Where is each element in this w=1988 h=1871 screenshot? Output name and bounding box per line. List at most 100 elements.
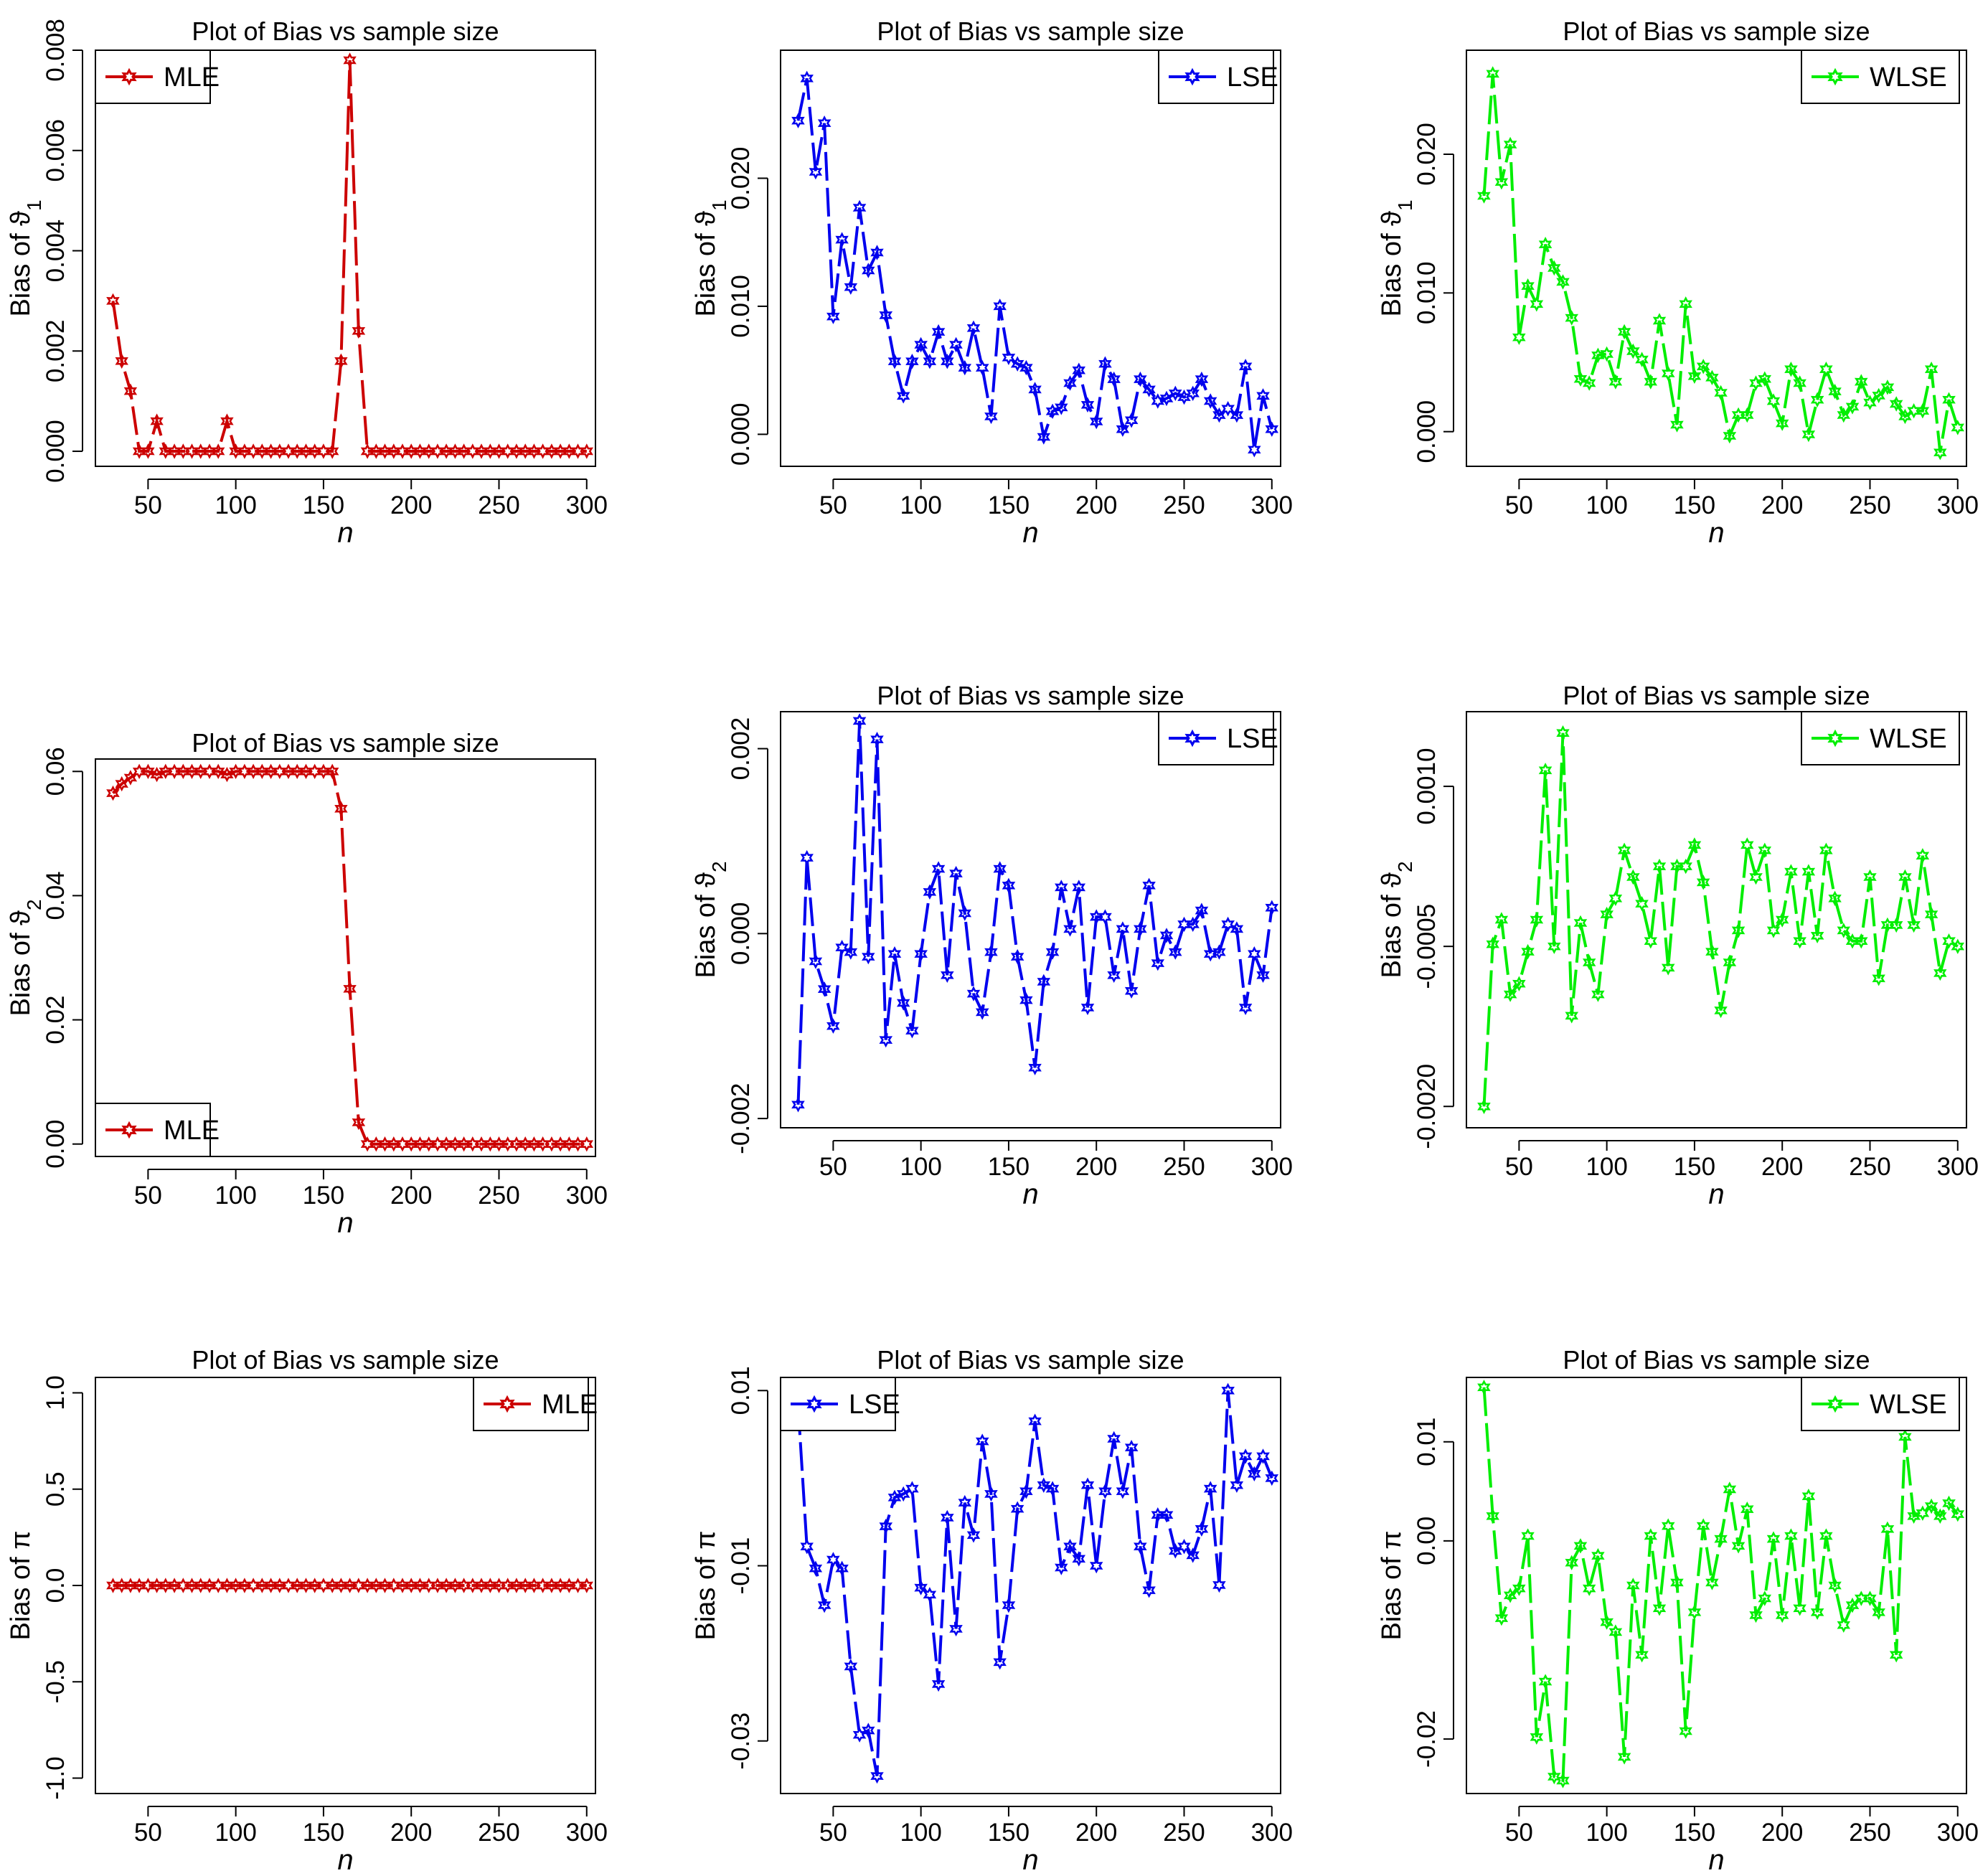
data-point bbox=[1880, 1521, 1895, 1537]
data-point bbox=[1661, 960, 1675, 976]
y-tick-label: -0.0020 bbox=[1413, 1064, 1441, 1149]
data-point bbox=[1221, 1382, 1235, 1398]
data-point bbox=[1626, 1578, 1640, 1593]
data-point bbox=[1019, 992, 1033, 1008]
y-tick-label: -1.0 bbox=[42, 1756, 70, 1799]
data-point bbox=[1775, 912, 1789, 928]
data-point bbox=[536, 1578, 550, 1593]
y-tick-label: 0.0010 bbox=[1413, 748, 1441, 825]
x-tick-label: 300 bbox=[1937, 1819, 1979, 1847]
legend-marker bbox=[499, 1395, 515, 1413]
y-axis-title: Bias of ϑ2 bbox=[1377, 861, 1416, 978]
data-point bbox=[1723, 428, 1737, 444]
y-tick-label: -0.5 bbox=[42, 1660, 70, 1703]
data-point bbox=[1644, 933, 1658, 949]
data-point bbox=[1933, 445, 1947, 461]
plot-frame bbox=[95, 758, 596, 1157]
y-axis-title: Bias of ϑ2 bbox=[6, 899, 45, 1016]
data-point bbox=[1503, 136, 1517, 153]
plot-frame bbox=[1466, 1377, 1967, 1794]
y-axis-title: Bias of ϑ2 bbox=[691, 861, 730, 978]
y-tick-label: 0.010 bbox=[727, 275, 755, 338]
y-tick-label: 0.00 bbox=[1413, 1517, 1441, 1565]
y-tick-label: 0.000 bbox=[727, 403, 755, 466]
y-tick-label: 0.0 bbox=[42, 1568, 70, 1603]
legend-marker bbox=[1827, 1395, 1843, 1413]
data-point bbox=[1116, 421, 1130, 437]
data-point bbox=[430, 1136, 445, 1152]
legend: MLE bbox=[95, 1103, 220, 1157]
data-point bbox=[1617, 324, 1631, 340]
data-point bbox=[1168, 385, 1182, 401]
x-tick-label: 200 bbox=[1075, 491, 1117, 519]
data-point bbox=[1942, 1495, 1956, 1512]
x-tick-label: 100 bbox=[900, 1819, 941, 1847]
series-line bbox=[1482, 1387, 1959, 1783]
y-axis-title: Bias of ϑ1 bbox=[691, 199, 730, 316]
x-axis-title: n bbox=[1022, 1179, 1038, 1210]
data-point bbox=[1212, 1577, 1226, 1593]
data-point bbox=[800, 849, 814, 866]
data-point bbox=[176, 1578, 190, 1593]
data-point bbox=[1810, 928, 1824, 943]
x-tick-label: 250 bbox=[1849, 491, 1890, 519]
data-point bbox=[580, 1578, 594, 1593]
series-points bbox=[1477, 66, 1965, 461]
data-point bbox=[879, 1518, 893, 1535]
data-point bbox=[1749, 375, 1763, 391]
data-point bbox=[1195, 1521, 1209, 1537]
data-point bbox=[896, 388, 910, 404]
data-point bbox=[958, 359, 972, 376]
data-point bbox=[316, 443, 331, 459]
data-point bbox=[1530, 912, 1544, 928]
legend: LSE bbox=[1158, 711, 1278, 765]
data-point bbox=[1230, 407, 1244, 423]
x-tick-label: 300 bbox=[1937, 491, 1979, 519]
x-tick-label: 300 bbox=[1937, 1153, 1979, 1181]
plot-frame bbox=[780, 50, 1281, 467]
panel-mle-theta1: Plot of Bias vs sample size 50 100 150 200 25… bbox=[6, 17, 608, 549]
data-point bbox=[1679, 296, 1692, 312]
legend-marker bbox=[121, 1121, 137, 1139]
y-tick-label: 0.06 bbox=[42, 747, 70, 796]
x-tick-label: 150 bbox=[988, 1153, 1030, 1181]
plot-frame bbox=[780, 711, 1281, 1128]
data-point bbox=[1168, 944, 1182, 960]
data-point bbox=[466, 443, 480, 459]
data-point bbox=[1573, 371, 1588, 387]
data-point bbox=[1538, 763, 1553, 778]
data-point bbox=[1635, 1647, 1649, 1663]
x-tick-label: 100 bbox=[900, 1153, 941, 1181]
legend-marker bbox=[1827, 67, 1843, 86]
data-point bbox=[984, 408, 998, 425]
data-point bbox=[1880, 380, 1895, 395]
data-point bbox=[879, 307, 893, 324]
y-tick-label: 0.000 bbox=[1413, 400, 1441, 463]
data-point bbox=[975, 1433, 989, 1449]
data-point bbox=[1951, 938, 1965, 954]
data-point bbox=[1591, 986, 1605, 1002]
data-point bbox=[809, 1560, 823, 1576]
data-point bbox=[931, 1676, 946, 1692]
data-point bbox=[1696, 359, 1710, 374]
data-point bbox=[1186, 1547, 1200, 1563]
data-point bbox=[975, 1004, 989, 1020]
data-point bbox=[1107, 371, 1121, 387]
data-point bbox=[1626, 343, 1640, 359]
data-point bbox=[1687, 1604, 1702, 1620]
data-point bbox=[1177, 1539, 1191, 1555]
legend: MLE bbox=[95, 50, 220, 104]
data-point bbox=[931, 324, 946, 340]
data-point bbox=[395, 443, 410, 459]
data-point bbox=[1907, 917, 1921, 933]
data-point bbox=[1810, 392, 1824, 407]
data-point bbox=[852, 199, 867, 216]
data-point bbox=[1714, 1002, 1728, 1019]
data-point bbox=[1221, 916, 1235, 933]
panel-lse-theta2: Plot of Bias vs sample size 50 100 150 200 25… bbox=[691, 681, 1293, 1210]
data-point bbox=[1951, 420, 1965, 435]
plot-title: Plot of Bias vs sample size bbox=[1563, 1345, 1870, 1375]
panel-wlse-theta2: Plot of Bias vs sample size 50 100 150 200 25… bbox=[1377, 681, 1979, 1210]
y-axis: -0.02 0.00 0.01 Bias of π bbox=[1377, 1418, 1454, 1768]
data-point bbox=[800, 70, 814, 86]
